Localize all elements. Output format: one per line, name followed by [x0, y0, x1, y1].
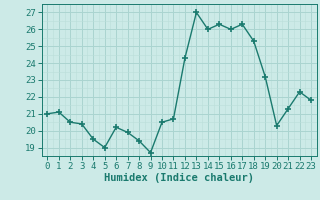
X-axis label: Humidex (Indice chaleur): Humidex (Indice chaleur) [104, 173, 254, 183]
